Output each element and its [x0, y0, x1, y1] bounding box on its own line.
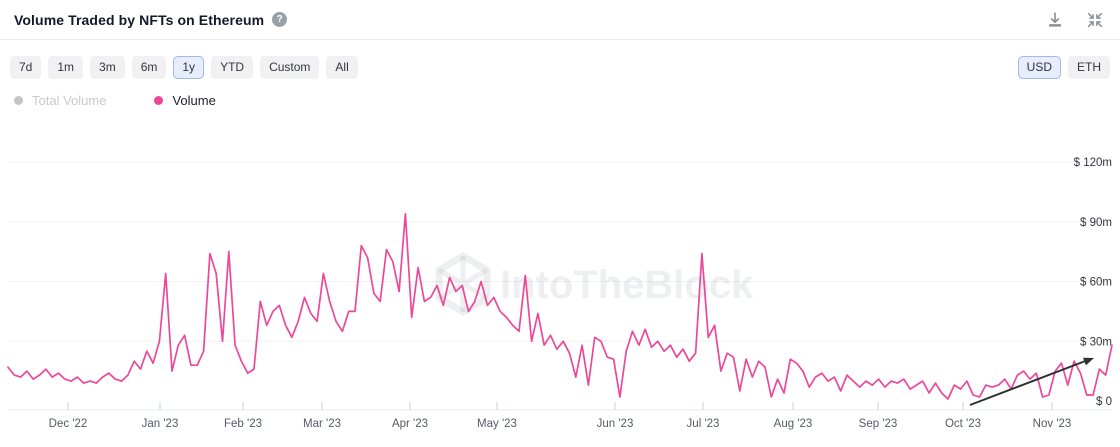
range-button-7d[interactable]: 7d — [10, 56, 42, 79]
y-tick-label: $ 90m — [1080, 217, 1112, 229]
x-tick-label: Feb '23 — [224, 418, 262, 430]
currency-button-eth[interactable]: ETH — [1068, 56, 1110, 79]
x-tick-label: Dec '22 — [49, 418, 88, 430]
x-tick-label: Jan '23 — [142, 418, 179, 430]
range-button-1m[interactable]: 1m — [48, 56, 84, 79]
currency-toggle: USD ETH — [1017, 56, 1110, 79]
x-tick-label: Mar '23 — [303, 418, 341, 430]
y-tick-label: $ 0 — [1096, 396, 1112, 408]
range-button-3m[interactable]: 3m — [90, 56, 125, 79]
x-tick-label: Aug '23 — [774, 418, 813, 430]
y-tick-label: $ 60m — [1080, 277, 1112, 289]
x-tick-label: Nov '23 — [1033, 418, 1072, 430]
watermark-logo-inner — [437, 256, 489, 312]
y-tick-label: $ 120m — [1074, 157, 1112, 169]
collapse-icon[interactable] — [1086, 11, 1104, 29]
volume-series-line[interactable] — [7, 212, 1113, 400]
range-button-all[interactable]: All — [326, 56, 358, 79]
y-tick-label: $ 30m — [1080, 336, 1112, 348]
help-icon[interactable]: ? — [272, 12, 288, 27]
legend-label: Volume — [172, 93, 216, 108]
legend-label: Total Volume — [32, 93, 107, 108]
x-tick-label: May '23 — [477, 418, 517, 430]
page-title: Volume Traded by NFTs on Ethereum — [14, 11, 265, 28]
chart-legend: Total Volume Volume — [14, 93, 1120, 108]
range-selector: 7d 1m 3m 6m 1y YTD Custom All — [10, 56, 358, 79]
range-button-6m[interactable]: 6m — [131, 56, 167, 79]
x-tick-label: Jun '23 — [597, 418, 634, 430]
currency-button-usd[interactable]: USD — [1017, 56, 1061, 79]
range-button-custom[interactable]: Custom — [260, 56, 320, 79]
chart-header: Volume Traded by NFTs on Ethereum ? — [0, 0, 1120, 40]
legend-item-volume[interactable]: Volume — [154, 93, 216, 108]
watermark-text: IntoTheBlock — [500, 263, 754, 307]
x-tick-label: Oct '23 — [945, 418, 981, 430]
trend-arrow-annotation — [969, 357, 1094, 406]
x-tick-label: Jul '23 — [687, 418, 720, 430]
download-icon[interactable] — [1046, 11, 1064, 29]
range-button-1y[interactable]: 1y — [173, 56, 205, 79]
watermark-logo-icon — [435, 251, 491, 317]
x-tick-label: Apr '23 — [392, 418, 428, 430]
chart-area[interactable]: IntoTheBlock Dec '22 Jan '23 Feb '23 Mar '23… — [0, 130, 1120, 447]
legend-item-total-volume[interactable]: Total Volume — [14, 93, 106, 108]
intotheblock-watermark: IntoTheBlock — [435, 251, 754, 317]
chart-controls: 7d 1m 3m 6m 1y YTD Custom All USD ETH — [10, 56, 1110, 79]
legend-dot-volume — [154, 96, 164, 105]
range-button-ytd[interactable]: YTD — [211, 56, 254, 79]
volume-line-chart[interactable]: IntoTheBlock Dec '22 Jan '23 Feb '23 Mar '23… — [0, 130, 1120, 447]
legend-dot-total-volume — [14, 96, 23, 105]
x-tick-label: Sep '23 — [859, 418, 898, 430]
